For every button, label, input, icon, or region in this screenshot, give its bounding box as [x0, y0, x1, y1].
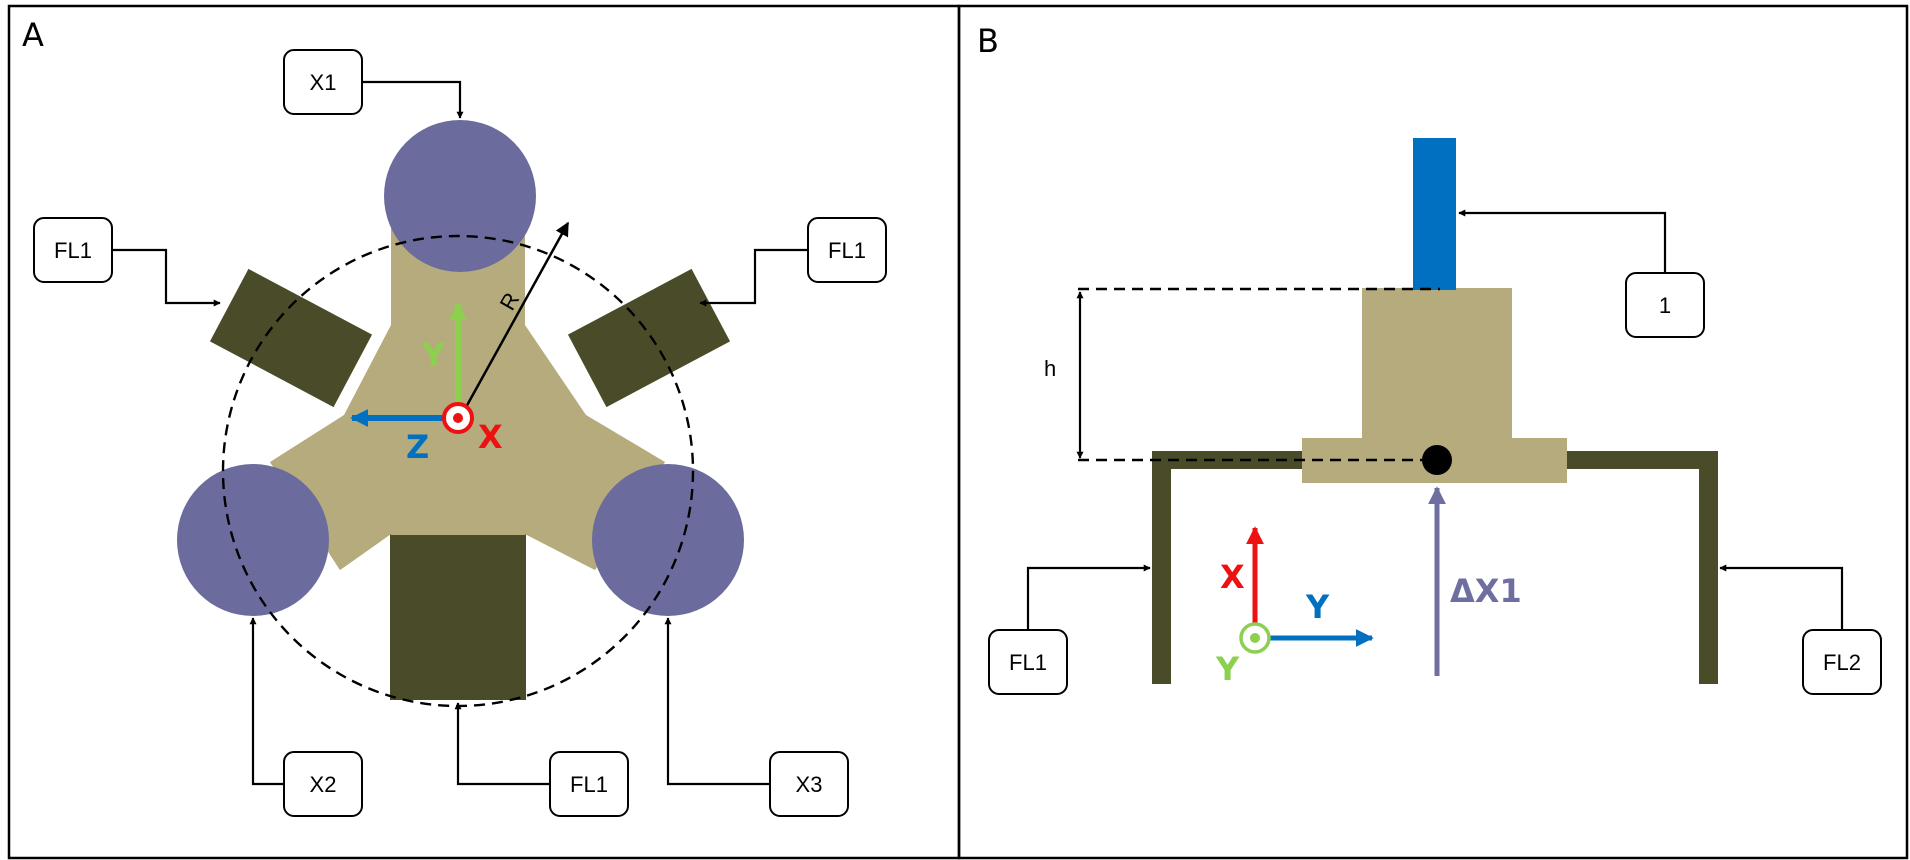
label-fl1-bottom: FL1 [570, 772, 608, 797]
panel-b-frame [957, 4, 1909, 860]
panel-b-letter: B [977, 22, 999, 60]
label-fl1-b: FL1 [1009, 650, 1047, 675]
leader-fl1-b [1026, 564, 1151, 630]
leader-x1 [362, 80, 464, 119]
sphere-x3 [592, 464, 744, 616]
delta-x1-label: ΔX1 [1450, 572, 1522, 610]
panel-b: h ΔX1 X Y Y 1 FL1 FL2 [988, 138, 1882, 695]
label-fl2: FL2 [1823, 650, 1861, 675]
label-fl1-left: FL1 [54, 238, 92, 263]
panel-a: R Y Z X X1 FL1 FL1 X2 FL1 X3 [33, 49, 887, 817]
sphere-x2 [177, 464, 329, 616]
flexure-right [567, 268, 731, 408]
axis-b-y-out-dot [1250, 633, 1260, 643]
axis-z-label: Z [406, 428, 429, 466]
axis-b-y-label: Y [1305, 588, 1330, 626]
label-x1: X1 [310, 70, 337, 95]
flexure-bottom [390, 532, 526, 700]
flexure-left [209, 268, 373, 408]
leader-fl1-bottom [454, 702, 550, 786]
height-label: h [1044, 356, 1056, 381]
axis-y-label: Y [421, 336, 446, 374]
axis-x-dot [453, 413, 463, 423]
actuator-bar [1413, 138, 1456, 290]
label-x2: X2 [310, 772, 337, 797]
flexure-frame-right [1566, 451, 1718, 684]
label-fl1-right: FL1 [828, 238, 866, 263]
leader-x3 [664, 617, 770, 786]
axis-b-x-label: X [1220, 558, 1245, 596]
axis-b-y-out-label: Y [1215, 650, 1240, 688]
axis-x-label: X [478, 418, 503, 456]
leader-1 [1458, 209, 1667, 273]
flexure-frame-left [1152, 451, 1303, 684]
pivot-point [1422, 445, 1452, 475]
radius-arrow [458, 221, 570, 419]
label-x3: X3 [796, 772, 823, 797]
leader-fl1-right [699, 248, 808, 307]
label-1: 1 [1659, 293, 1671, 318]
leader-fl2 [1719, 564, 1844, 630]
panel-a-letter: A [22, 16, 44, 54]
stage-top [1362, 288, 1512, 440]
leader-x2 [249, 617, 284, 786]
sphere-x1 [384, 120, 536, 272]
leader-fl1-left [112, 248, 221, 307]
